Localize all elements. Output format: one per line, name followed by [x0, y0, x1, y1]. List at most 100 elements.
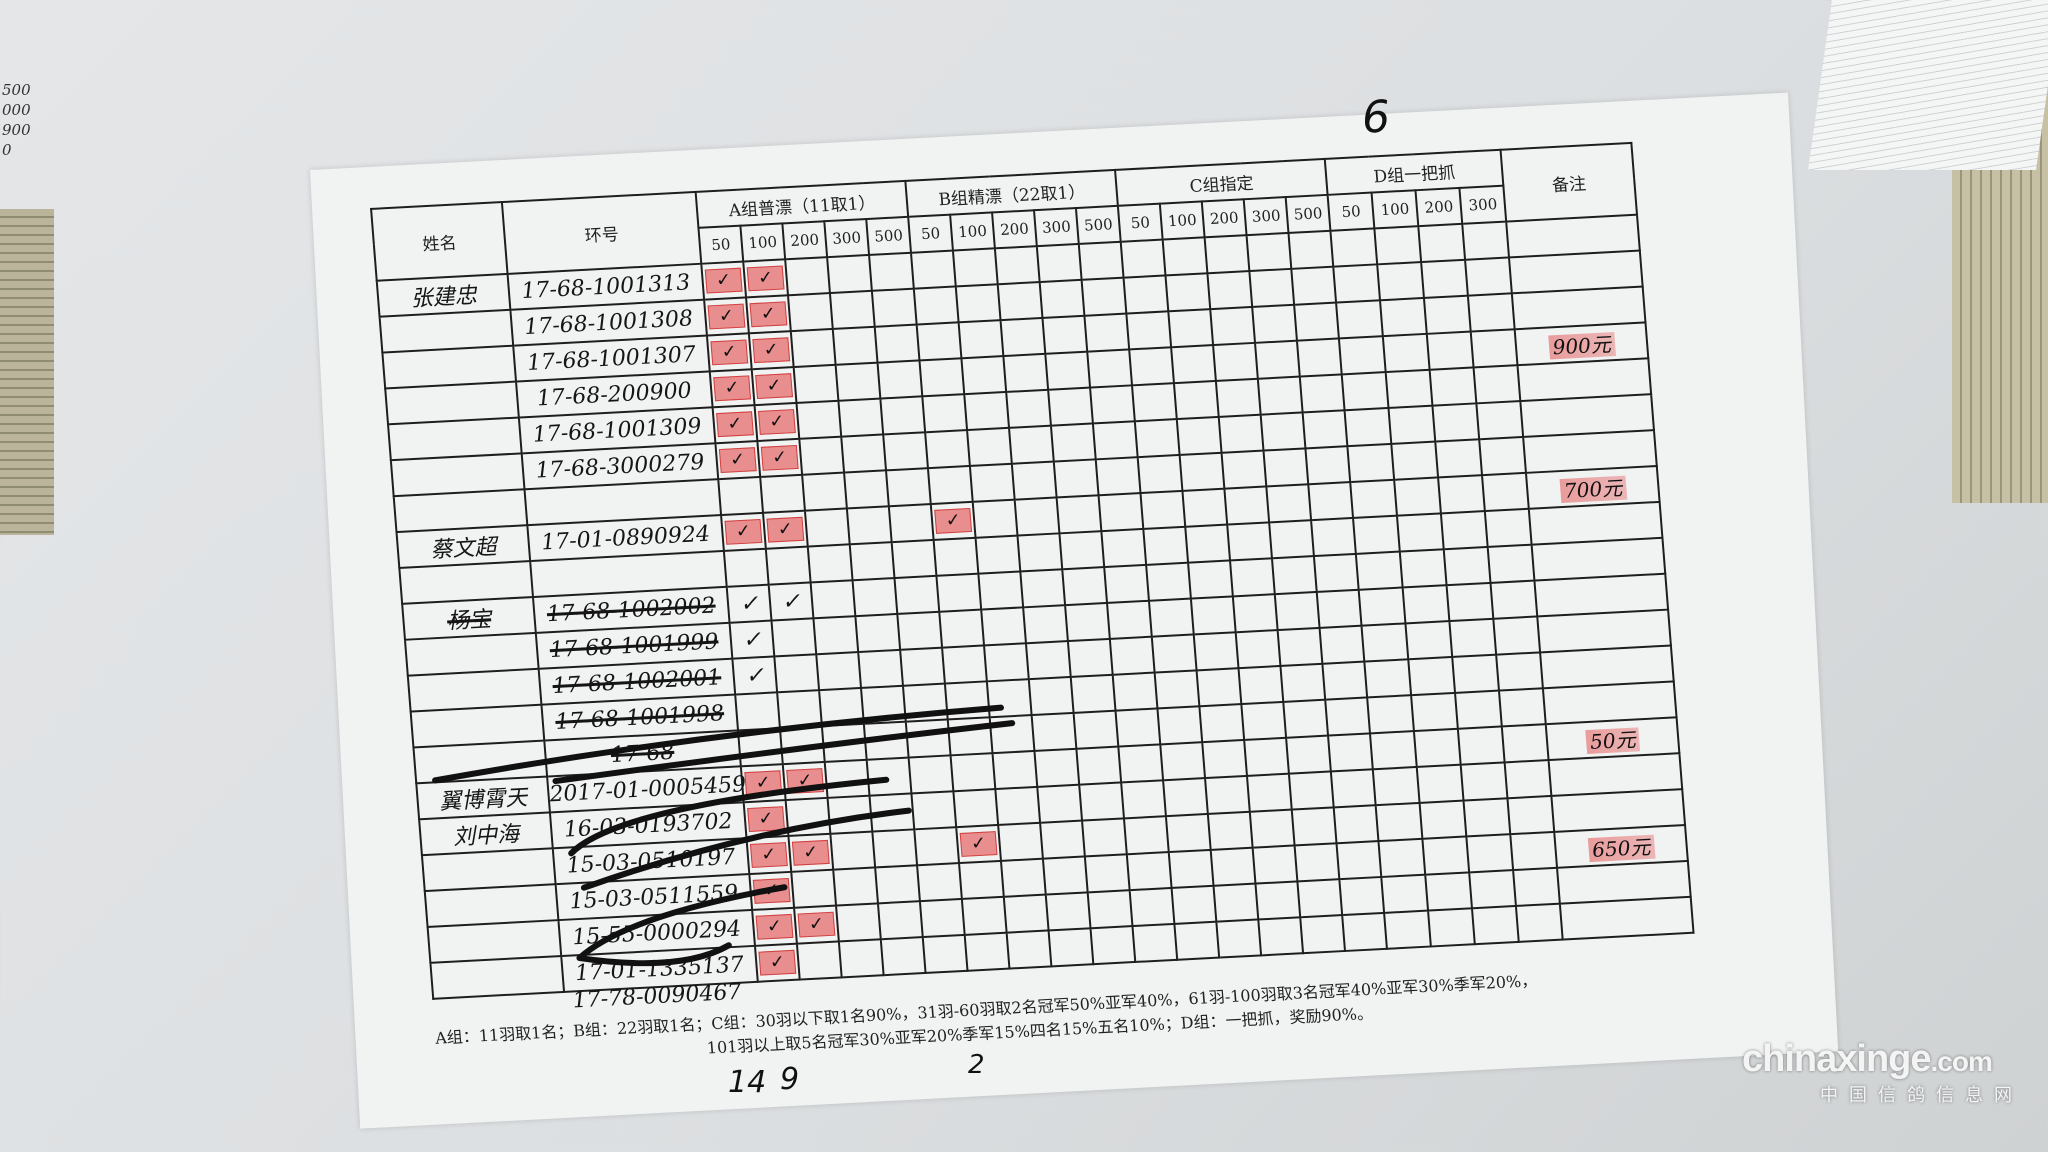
entry-cell [1249, 268, 1295, 307]
entry-cell [1176, 416, 1222, 455]
entry-cell [1202, 739, 1248, 779]
entry-cell [1213, 883, 1259, 922]
entry-cell [1255, 881, 1301, 920]
entry-cell [1374, 226, 1422, 265]
entry-cell [846, 506, 892, 545]
entry-cell [796, 941, 842, 980]
entry-cell [1330, 228, 1378, 267]
entry-cell [1305, 446, 1351, 485]
entry-cell [969, 463, 1015, 502]
paid-stamp-icon: ✓ [758, 949, 797, 976]
entry-cell [1469, 870, 1517, 909]
entry-cell [911, 250, 956, 289]
entry-cell [922, 934, 968, 973]
entry-cell [1079, 782, 1125, 821]
entry-cell [723, 548, 769, 587]
entry-cell [1353, 515, 1400, 554]
entry-cell [1042, 856, 1088, 895]
entry-cell [1078, 241, 1124, 280]
entry-cell [1286, 735, 1331, 774]
entry-cell [793, 364, 839, 403]
entry-cell [950, 753, 996, 792]
entry-cell [1419, 800, 1467, 839]
entry-cell [953, 789, 999, 828]
watermark-logo: chinaxinge.com 中国信鸽信息网 [1742, 1038, 2023, 1107]
header-distance: 500 [1285, 194, 1331, 233]
entry-cell [942, 645, 987, 684]
paid-stamp-icon: ✓ [959, 831, 998, 857]
entry-cell [1432, 403, 1480, 442]
entry-cell [998, 822, 1043, 861]
entry-cell [1452, 654, 1500, 693]
entry-cell [819, 687, 864, 727]
watermark-domain: chinaxinge [1742, 1038, 1931, 1080]
entry-cell [1466, 834, 1514, 873]
entry-cell [1171, 885, 1217, 924]
entry-cell: ✓ [768, 582, 814, 621]
entry-cell [1336, 841, 1382, 880]
edge-note: 900 [2, 121, 31, 139]
header-distance: 100 [1371, 190, 1419, 229]
entry-cell [1381, 874, 1429, 913]
entry-cell [1109, 636, 1155, 675]
entry-cell [1291, 807, 1337, 846]
entry-cell [1023, 605, 1068, 644]
entry-cell [1218, 414, 1264, 453]
entry-cell [1247, 773, 1292, 812]
owner-name [430, 956, 565, 999]
entry-cell [1028, 676, 1074, 716]
entry-cell [855, 613, 901, 653]
entry-cell [1380, 297, 1427, 337]
entry-cell [1059, 531, 1105, 570]
entry-cell [1339, 336, 1386, 375]
entry-cell [833, 867, 878, 906]
entry-cell [1378, 838, 1426, 877]
entry-cell [1319, 625, 1365, 664]
entry-cell [1257, 376, 1303, 415]
entry-cell [1062, 567, 1108, 606]
entry-cell [1009, 425, 1054, 464]
header-distance: 200 [782, 221, 828, 260]
entry-cell [1048, 928, 1094, 967]
entry-cell [1266, 484, 1312, 523]
entry-cell [1207, 271, 1253, 310]
entry-cell [916, 322, 962, 361]
edge-notes: 500 000 900 0 [2, 80, 31, 160]
entry-cell [844, 470, 889, 509]
paid-stamp-icon: ✓ [747, 806, 785, 833]
entry-cell: ✓ [712, 405, 758, 444]
entry-cell [1463, 798, 1511, 837]
entry-cell [967, 427, 1012, 466]
entry-cell [810, 580, 856, 619]
entry-cell [1258, 917, 1304, 956]
entry-cell [1157, 706, 1203, 745]
entry-cell [1516, 903, 1563, 942]
paid-stamp-icon: ✓ [752, 337, 791, 364]
entry-cell [738, 728, 783, 767]
entry-cell [1297, 879, 1343, 918]
entry-cell [1476, 401, 1524, 440]
entry-cell [1210, 847, 1256, 886]
entry-cell [917, 863, 962, 902]
entry-cell [1455, 690, 1502, 729]
entry-cell [1382, 333, 1430, 373]
entry-cell [1143, 526, 1189, 565]
entry-cell [1121, 780, 1167, 819]
paid-stamp-icon: ✓ [797, 911, 836, 938]
entry-cell: ✓ [709, 369, 755, 408]
entry-cell: ✓ [729, 620, 775, 659]
entry-cell [995, 786, 1041, 825]
entry-cell [1101, 528, 1147, 568]
entry-cell [1416, 764, 1464, 803]
entry-cell [1424, 295, 1471, 334]
entry-cell [1232, 594, 1278, 633]
entry-cell [869, 793, 915, 832]
entry-cell [1246, 232, 1292, 272]
entry-cell [1288, 230, 1334, 269]
entry-cell [1467, 293, 1515, 332]
entry-cell [1473, 365, 1521, 404]
entry-cell [1039, 279, 1085, 318]
entry-cell [1422, 836, 1470, 875]
entry-cell [880, 396, 926, 435]
entry-cell [1087, 890, 1133, 929]
